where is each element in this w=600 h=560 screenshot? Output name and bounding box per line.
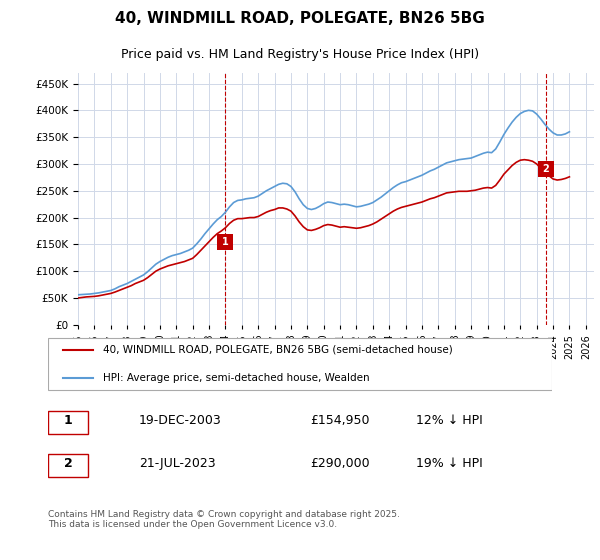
FancyBboxPatch shape — [48, 454, 88, 477]
Text: Contains HM Land Registry data © Crown copyright and database right 2025.
This d: Contains HM Land Registry data © Crown c… — [48, 510, 400, 529]
Text: £290,000: £290,000 — [310, 457, 370, 470]
Text: £154,950: £154,950 — [310, 414, 370, 427]
Text: HPI: Average price, semi-detached house, Wealden: HPI: Average price, semi-detached house,… — [103, 373, 370, 383]
Point — [220, 237, 230, 246]
Text: 1: 1 — [64, 414, 73, 427]
Text: 12% ↓ HPI: 12% ↓ HPI — [416, 414, 482, 427]
Text: 19% ↓ HPI: 19% ↓ HPI — [416, 457, 482, 470]
Text: 1: 1 — [221, 237, 229, 247]
FancyBboxPatch shape — [48, 338, 552, 390]
Text: 40, WINDMILL ROAD, POLEGATE, BN26 5BG (semi-detached house): 40, WINDMILL ROAD, POLEGATE, BN26 5BG (s… — [103, 345, 453, 355]
Text: 21-JUL-2023: 21-JUL-2023 — [139, 457, 215, 470]
Text: 40, WINDMILL ROAD, POLEGATE, BN26 5BG: 40, WINDMILL ROAD, POLEGATE, BN26 5BG — [115, 11, 485, 26]
Text: 19-DEC-2003: 19-DEC-2003 — [139, 414, 221, 427]
FancyBboxPatch shape — [48, 411, 88, 434]
Text: Price paid vs. HM Land Registry's House Price Index (HPI): Price paid vs. HM Land Registry's House … — [121, 48, 479, 61]
Text: 2: 2 — [64, 457, 73, 470]
Point — [541, 165, 550, 174]
Text: 2: 2 — [542, 164, 549, 174]
